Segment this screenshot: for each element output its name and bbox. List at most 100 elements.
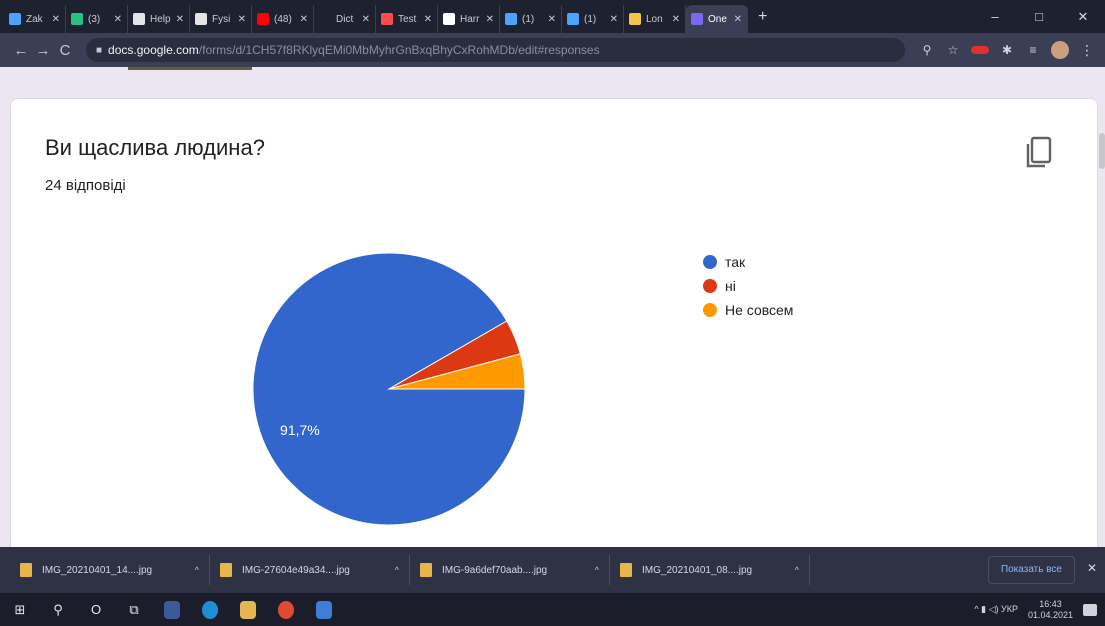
download-item[interactable]: IMG-9a6def70aab....jpg ^ bbox=[410, 555, 610, 585]
window-controls: – □ ✕ bbox=[973, 0, 1105, 33]
menu-icon[interactable]: ⋮ bbox=[1080, 42, 1094, 58]
question-title: Ви щаслива людина? bbox=[45, 135, 265, 160]
chevron-up-icon[interactable]: ^ bbox=[194, 565, 199, 575]
tab-title: (1) bbox=[584, 13, 597, 25]
close-window-button[interactable]: ✕ bbox=[1077, 8, 1089, 24]
search-icon[interactable]: ⚲ bbox=[922, 43, 932, 57]
scrollbar-thumb[interactable] bbox=[1099, 133, 1105, 169]
tab-title: (3) bbox=[88, 13, 101, 25]
tab-title: Zak bbox=[26, 13, 43, 25]
browser-tab[interactable]: (1) ✕ bbox=[562, 5, 624, 33]
search-taskbar-icon[interactable]: ⚲ bbox=[53, 601, 63, 617]
reload-button[interactable]: C bbox=[59, 41, 71, 59]
legend-item[interactable]: так bbox=[703, 250, 793, 274]
tab-close-icon[interactable]: ✕ bbox=[113, 13, 122, 25]
clock[interactable]: 16:43 01.04.2021 bbox=[1028, 599, 1073, 621]
address-bar[interactable]: ■ docs.google.com /forms/d/1CH57f8RKlyqE… bbox=[86, 38, 905, 62]
browser-tab[interactable]: (48) ✕ bbox=[252, 5, 314, 33]
legend-dot-icon bbox=[703, 255, 717, 269]
tab-favicon-icon bbox=[133, 13, 145, 25]
task-view-icon[interactable]: ⧉ bbox=[129, 601, 139, 617]
tab-close-icon[interactable]: ✕ bbox=[485, 13, 494, 25]
legend-label: так bbox=[725, 254, 746, 270]
tab-indicator-line bbox=[128, 67, 252, 70]
copy-icon[interactable] bbox=[1025, 135, 1053, 169]
tab-close-icon[interactable]: ✕ bbox=[733, 13, 742, 25]
legend-label: Не совсем bbox=[725, 302, 794, 318]
browser-tab[interactable]: Zak ✕ bbox=[4, 5, 66, 33]
tab-close-icon[interactable]: ✕ bbox=[671, 13, 680, 25]
download-filename: IMG_20210401_14....jpg bbox=[42, 564, 153, 576]
system-tray: ^ ▮ ◁) УКР 16:43 01.04.2021 bbox=[974, 593, 1097, 626]
chevron-up-icon[interactable]: ^ bbox=[794, 565, 799, 575]
legend-item[interactable]: Не совсем bbox=[703, 298, 793, 322]
tab-close-icon[interactable]: ✕ bbox=[299, 13, 308, 25]
chrome-app-icon[interactable] bbox=[164, 600, 180, 619]
browser-tab[interactable]: (3) ✕ bbox=[66, 5, 128, 33]
browser-tab[interactable]: Help ✕ bbox=[128, 5, 190, 33]
file-explorer-icon[interactable] bbox=[240, 600, 256, 619]
tab-title: One bbox=[708, 13, 727, 25]
profile-avatar[interactable] bbox=[1051, 41, 1069, 59]
legend-dot-icon bbox=[703, 279, 717, 293]
yandex-app-icon[interactable] bbox=[278, 600, 294, 619]
tab-title: (1) bbox=[522, 13, 535, 25]
tab-close-icon[interactable]: ✕ bbox=[423, 13, 432, 25]
tab-close-icon[interactable]: ✕ bbox=[609, 13, 618, 25]
tab-favicon-icon bbox=[567, 13, 579, 25]
edge-app-icon[interactable] bbox=[202, 600, 218, 619]
tab-close-icon[interactable]: ✕ bbox=[51, 13, 60, 25]
file-icon bbox=[420, 563, 432, 577]
tab-close-icon[interactable]: ✕ bbox=[361, 13, 370, 25]
forward-button[interactable]: → bbox=[35, 41, 51, 59]
browser-tab[interactable]: Dict ✕ bbox=[314, 5, 376, 33]
chevron-up-icon[interactable]: ^ bbox=[394, 565, 399, 575]
page-content: Ви щаслива людина? 24 відповіді 91,7% та… bbox=[0, 67, 1105, 558]
chevron-up-icon[interactable]: ^ bbox=[594, 565, 599, 575]
browser-tab[interactable]: Harr ✕ bbox=[438, 5, 500, 33]
app-icon[interactable] bbox=[316, 600, 332, 619]
maximize-button[interactable]: □ bbox=[1035, 9, 1043, 24]
tab-favicon-icon bbox=[195, 13, 207, 25]
extension-area: ⚲ ☆ ✱ ≡ ⋮ bbox=[919, 41, 1095, 59]
browser-tab[interactable]: Lon ✕ bbox=[624, 5, 686, 33]
download-item[interactable]: IMG-27604e49a34....jpg ^ bbox=[210, 555, 410, 585]
download-item[interactable]: IMG_20210401_14....jpg ^ bbox=[10, 555, 210, 585]
tray-icons[interactable]: ^ ▮ ◁) УКР bbox=[974, 604, 1018, 614]
close-downloads-button[interactable]: ✕ bbox=[1086, 561, 1097, 575]
taskbar-left: ⊞ ⚲ O ⧉ bbox=[0, 600, 332, 619]
cortana-icon[interactable]: O bbox=[90, 602, 102, 617]
show-all-downloads-button[interactable]: Показать все bbox=[987, 556, 1075, 584]
red-extension-icon[interactable] bbox=[971, 46, 989, 54]
puzzle-icon[interactable]: ✱ bbox=[1001, 43, 1013, 57]
notification-icon[interactable] bbox=[1083, 603, 1097, 616]
browser-tab[interactable]: (1) ✕ bbox=[500, 5, 562, 33]
clock-time: 16:43 bbox=[1039, 598, 1062, 609]
file-icon bbox=[20, 563, 32, 577]
download-filename: IMG-9a6def70aab....jpg bbox=[442, 564, 548, 576]
browser-tab[interactable]: Test ✕ bbox=[376, 5, 438, 33]
tab-close-icon[interactable]: ✕ bbox=[547, 13, 556, 25]
browser-tab[interactable]: Fysi ✕ bbox=[190, 5, 252, 33]
tab-close-icon[interactable]: ✕ bbox=[175, 13, 184, 25]
legend-label: ні bbox=[725, 278, 736, 294]
back-button[interactable]: ← bbox=[13, 41, 29, 59]
legend-item[interactable]: ні bbox=[703, 274, 793, 298]
reading-list-icon[interactable]: ≡ bbox=[1029, 43, 1037, 57]
browser-tab[interactable]: One ✕ bbox=[686, 5, 748, 33]
download-item[interactable]: IMG_20210401_08....jpg ^ bbox=[610, 555, 810, 585]
tab-favicon-icon bbox=[691, 13, 703, 25]
tab-favicon-icon bbox=[71, 13, 83, 25]
tab-title: Lon bbox=[646, 13, 663, 25]
pie-slice-2[interactable] bbox=[388, 353, 526, 390]
new-tab-button[interactable]: + bbox=[758, 7, 768, 25]
start-icon[interactable]: ⊞ bbox=[14, 601, 26, 617]
tab-close-icon[interactable]: ✕ bbox=[237, 13, 246, 25]
tab-title: (48) bbox=[274, 13, 292, 25]
tab-title: Dict bbox=[336, 13, 354, 25]
minimize-button[interactable]: – bbox=[991, 9, 999, 24]
file-icon bbox=[620, 563, 632, 577]
star-icon[interactable]: ☆ bbox=[947, 43, 959, 57]
pie-chart: 91,7% bbox=[252, 252, 526, 526]
